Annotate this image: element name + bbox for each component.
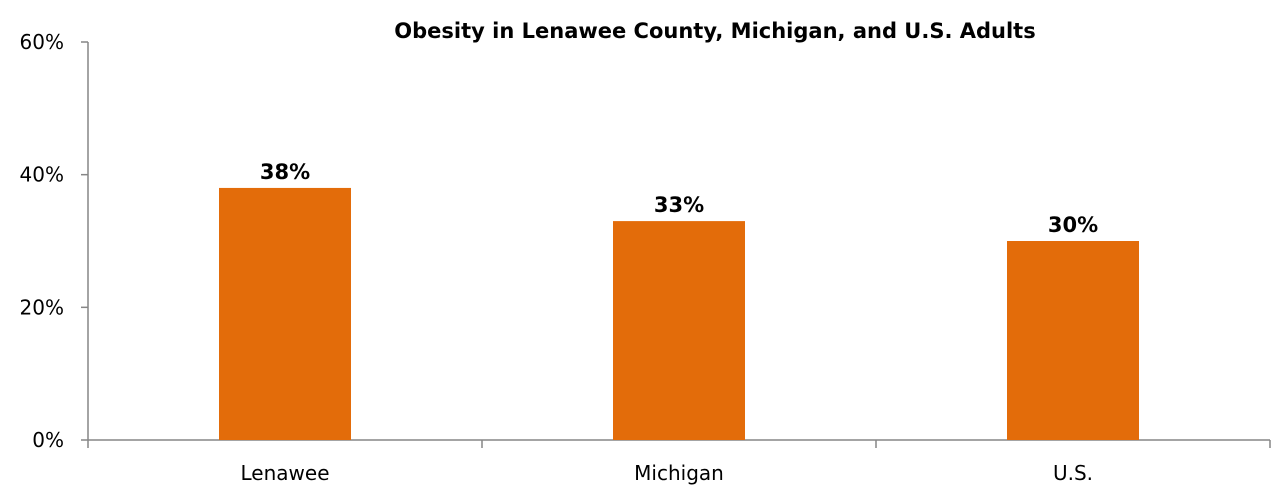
bars: [219, 187, 1139, 440]
bar-value-label: 33%: [654, 193, 704, 217]
y-tick-label: 20%: [20, 295, 64, 319]
x-axis-labels: Lenawee Michigan U.S.: [241, 461, 1094, 485]
y-tick-label: 40%: [20, 163, 64, 187]
x-category-label: U.S.: [1053, 461, 1093, 485]
value-labels: 38% 33% 30%: [260, 160, 1098, 237]
bar-u-s: [1007, 241, 1139, 440]
bar-value-label: 38%: [260, 160, 310, 184]
bar-value-label: 30%: [1048, 213, 1098, 237]
y-tick-label: 60%: [20, 30, 64, 54]
x-category-label: Michigan: [634, 461, 724, 485]
x-category-label: Lenawee: [241, 461, 330, 485]
y-tick-label: 0%: [32, 428, 64, 452]
y-axis-ticks: 0% 20% 40% 60%: [20, 30, 88, 452]
chart-title: Obesity in Lenawee County, Michigan, and…: [394, 19, 1035, 43]
bar-lenawee: [219, 187, 351, 440]
bar-michigan: [613, 221, 745, 440]
